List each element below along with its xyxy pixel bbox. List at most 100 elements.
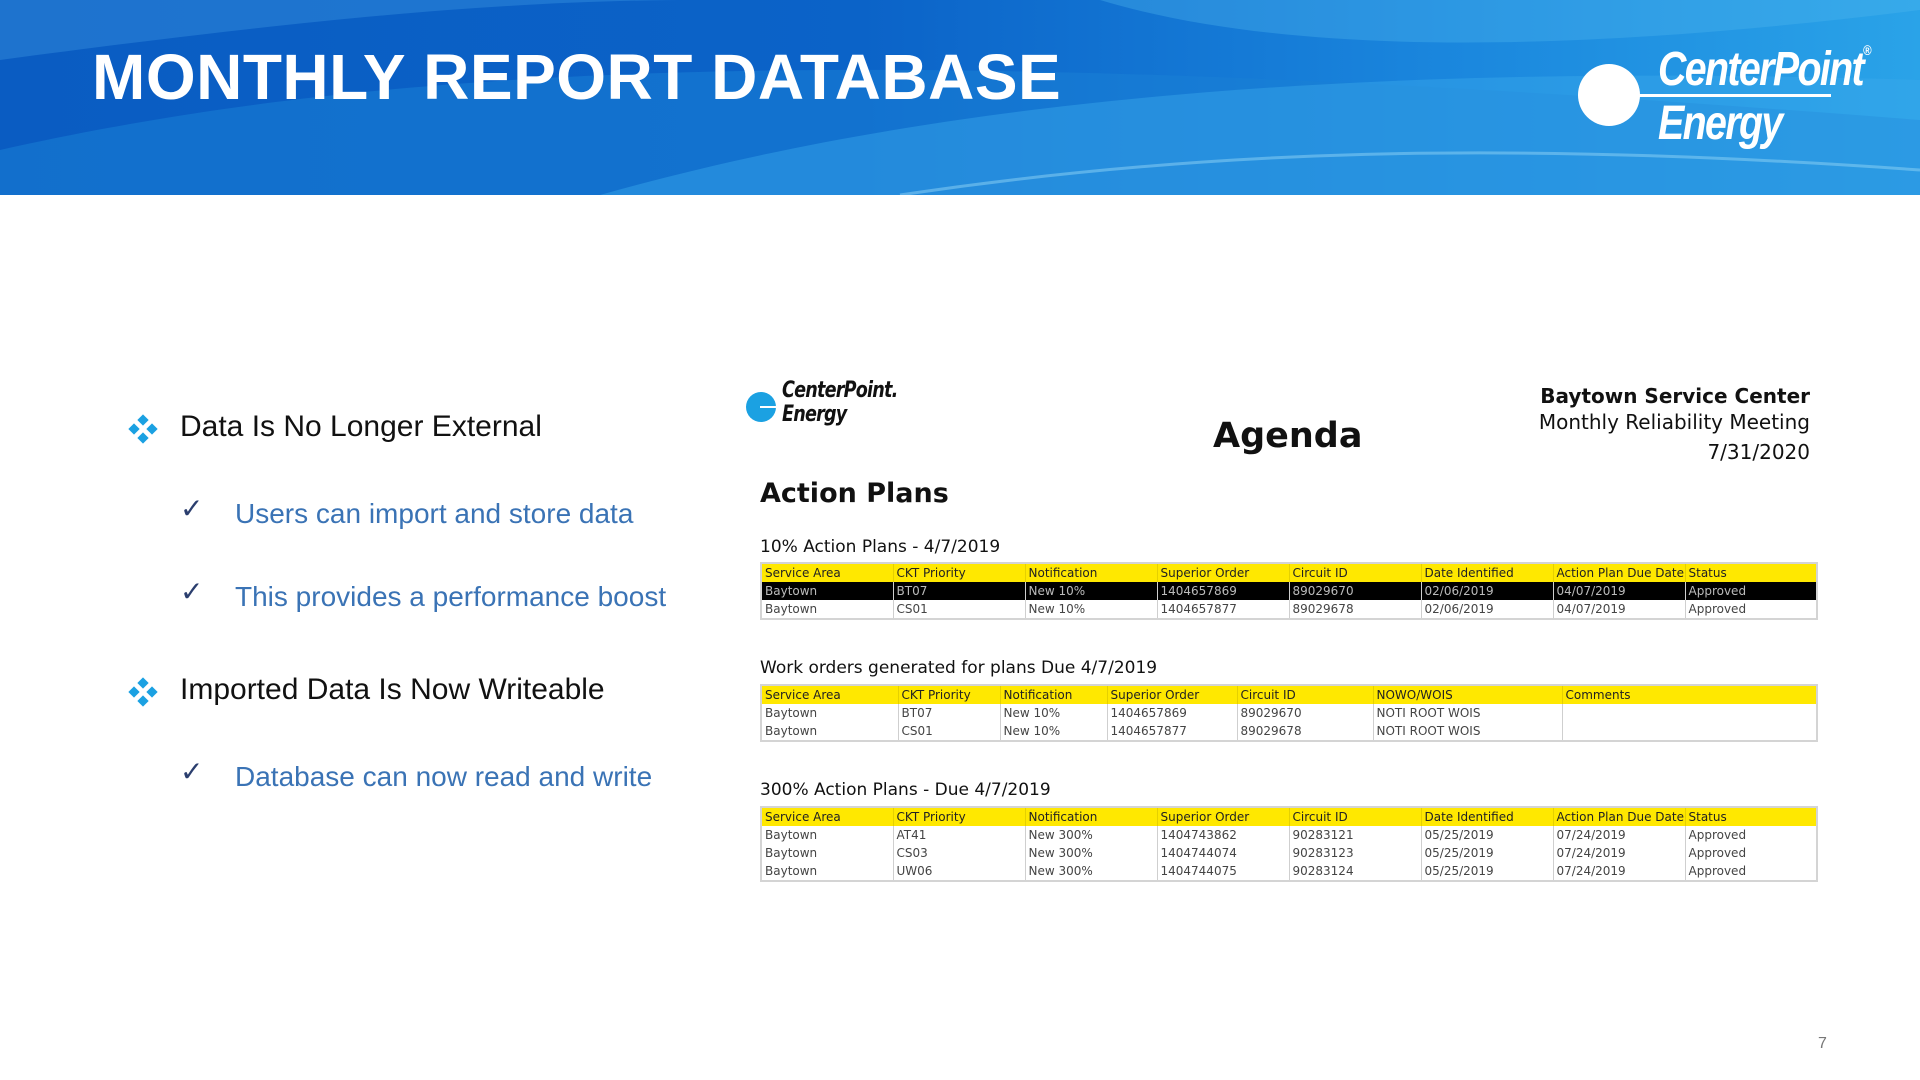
table-cell: 89029678 — [1289, 600, 1422, 619]
column-header: Circuit ID — [1289, 563, 1422, 582]
table-cell: Approved — [1685, 600, 1818, 619]
logo-text-line1: CenterPoint — [1658, 43, 1865, 96]
column-header: Date Identified — [1421, 563, 1554, 582]
table-cell: 1404744075 — [1157, 862, 1290, 881]
table-cell: New 10% — [1025, 600, 1158, 619]
sub-bullet-text: Database can now read and write — [235, 761, 653, 792]
doc-centerpoint-logo: CenterPoint. Energy — [746, 378, 906, 438]
table-cell: Baytown — [761, 844, 894, 862]
column-header: CKT Priority — [898, 685, 1001, 704]
column-header: Service Area — [761, 807, 894, 826]
table-cell: 1404744074 — [1157, 844, 1290, 862]
check-icon: ✓ — [180, 493, 204, 524]
table-cell: New 10% — [1025, 582, 1158, 600]
table-cell: Approved — [1685, 826, 1818, 844]
service-center-name: Baytown Service Center — [1540, 384, 1810, 408]
table-cell: Baytown — [761, 600, 894, 619]
table-cell: 90283123 — [1289, 844, 1422, 862]
table-cell: Baytown — [761, 826, 894, 844]
table1-caption: 10% Action Plans - 4/7/2019 — [760, 537, 1001, 557]
table-cell: CS03 — [893, 844, 1026, 862]
table-cell: 89029670 — [1237, 704, 1374, 722]
table-row: Baytown CS01 New 10% 1404657877 89029678… — [761, 722, 1818, 741]
table2-caption: Work orders generated for plans Due 4/7/… — [760, 658, 1158, 678]
column-header: Status — [1685, 807, 1818, 826]
table-header-row: Service Area CKT Priority Notification S… — [761, 685, 1818, 704]
table-cell: Baytown — [761, 582, 894, 600]
table-cell: NOTI ROOT WOIS — [1373, 704, 1563, 722]
table-row: Baytown UW06 New 300% 1404744075 9028312… — [761, 862, 1818, 881]
table-cell — [1562, 704, 1818, 722]
column-header: NOWO/WOIS — [1373, 685, 1563, 704]
table-cell: 1404657877 — [1107, 722, 1238, 741]
table-row: Baytown CS01 New 10% 1404657877 89029678… — [761, 600, 1818, 619]
table-cell: 04/07/2019 — [1553, 600, 1686, 619]
section-heading: Action Plans — [760, 478, 949, 509]
sub-bullet-text: This provides a performance boost — [235, 581, 667, 612]
table-cell: 07/24/2019 — [1553, 844, 1686, 862]
table-cell: 05/25/2019 — [1421, 862, 1554, 881]
slide-title: MONTHLY REPORT DATABASE — [92, 41, 1062, 113]
centerpoint-logo: CenterPoint® Energy — [1578, 40, 1908, 160]
table-cell: New 10% — [1000, 704, 1108, 722]
doc-logo-line2: Energy — [782, 402, 847, 427]
column-header: Service Area — [761, 685, 899, 704]
meeting-date: 7/31/2020 — [1707, 440, 1810, 464]
table-cell: 89029678 — [1237, 722, 1374, 741]
page-number: 7 — [1818, 1035, 1827, 1052]
diamond-bullet-icon — [128, 677, 158, 707]
meeting-name: Monthly Reliability Meeting — [1538, 410, 1810, 434]
table-header-row: Service Area CKT Priority Notification S… — [761, 807, 1818, 826]
table-cell: Baytown — [761, 722, 899, 741]
header-banner: MONTHLY REPORT DATABASE CenterPoint® Ene… — [0, 0, 1920, 195]
sub-bullet-text: Users can import and store data — [235, 498, 634, 529]
table-cell — [1562, 722, 1818, 741]
check-icon: ✓ — [180, 756, 204, 787]
table-header-row: Service Area CKT Priority Notification S… — [761, 563, 1818, 582]
table-cell: Approved — [1685, 582, 1818, 600]
column-header: Superior Order — [1157, 563, 1290, 582]
doc-logo-line — [760, 406, 865, 408]
doc-logo-line1: CenterPoint. — [782, 378, 898, 403]
column-header: Action Plan Due Date — [1553, 563, 1686, 582]
table-cell: Approved — [1685, 862, 1818, 881]
column-header: Superior Order — [1157, 807, 1290, 826]
table-row: Baytown CS03 New 300% 1404744074 9028312… — [761, 844, 1818, 862]
table-row: Baytown BT07 New 10% 1404657869 89029670… — [761, 704, 1818, 722]
column-header: Comments — [1562, 685, 1818, 704]
table3-caption: 300% Action Plans - Due 4/7/2019 — [760, 780, 1051, 800]
table-cell: BT07 — [893, 582, 1026, 600]
table-cell: 04/07/2019 — [1553, 582, 1686, 600]
logo-line — [1608, 94, 1831, 97]
table-cell: 90283121 — [1289, 826, 1422, 844]
table-cell: 05/25/2019 — [1421, 826, 1554, 844]
table-cell: 05/25/2019 — [1421, 844, 1554, 862]
column-header: Superior Order — [1107, 685, 1238, 704]
table-row: Baytown BT07 New 10% 1404657869 89029670… — [761, 582, 1818, 600]
table-cell: New 300% — [1025, 826, 1158, 844]
table-cell: Approved — [1685, 844, 1818, 862]
table-cell: New 300% — [1025, 844, 1158, 862]
table-cell: 90283124 — [1289, 862, 1422, 881]
table-cell: 1404743862 — [1157, 826, 1290, 844]
bullet-text: Data Is No Longer External — [180, 410, 542, 443]
table-cell: New 300% — [1025, 862, 1158, 881]
table-cell: Baytown — [761, 862, 894, 881]
table-cell: BT07 — [898, 704, 1001, 722]
column-header: Action Plan Due Date — [1553, 807, 1686, 826]
work-orders-table: Service Area CKT Priority Notification S… — [760, 684, 1818, 742]
column-header: Service Area — [761, 563, 894, 582]
table-cell: 02/06/2019 — [1421, 582, 1554, 600]
table-cell: New 10% — [1000, 722, 1108, 741]
table-cell: 02/06/2019 — [1421, 600, 1554, 619]
table-cell: NOTI ROOT WOIS — [1373, 722, 1563, 741]
table-cell: UW06 — [893, 862, 1026, 881]
column-header: Circuit ID — [1237, 685, 1374, 704]
column-header: CKT Priority — [893, 807, 1026, 826]
column-header: Notification — [1025, 563, 1158, 582]
column-header: Notification — [1025, 807, 1158, 826]
diamond-bullet-icon — [128, 414, 158, 444]
table-cell: 1404657869 — [1157, 582, 1290, 600]
report-document-image: CenterPoint. Energy Agenda Baytown Servi… — [740, 370, 1820, 890]
column-header: Notification — [1000, 685, 1108, 704]
